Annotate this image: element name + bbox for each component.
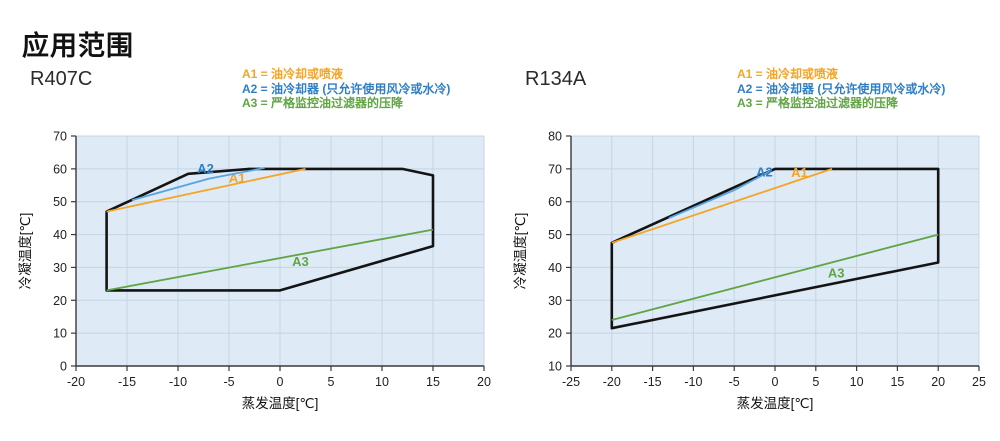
y-tick-label: 0 (60, 360, 67, 374)
panel-header: R134A A1 = 油冷却或喷液 A2 = 油冷却器 (只允许使用风冷或水冷)… (509, 64, 1000, 130)
y-tick-label: 70 (548, 162, 562, 176)
x-tick-label: -25 (562, 375, 580, 389)
chart-panel-r407c: R407C A1 = 油冷却或喷液 A2 = 油冷却器 (只允许使用风冷或水冷)… (14, 64, 509, 420)
y-tick-label: 50 (548, 228, 562, 242)
area-label-a3: A3 (292, 254, 309, 269)
x-tick-label: 5 (328, 375, 335, 389)
x-tick-label: 0 (277, 375, 284, 389)
x-tick-label: -15 (644, 375, 662, 389)
x-tick-label: -20 (67, 375, 85, 389)
legend-item-a2: A2 = 油冷却器 (只允许使用风冷或水冷) (242, 81, 451, 96)
area-label-a1: A1 (791, 165, 808, 180)
area-line-a1 (611, 168, 833, 244)
y-tick-label: 60 (548, 195, 562, 209)
y-tick-label: 80 (548, 130, 562, 144)
operating-envelope (610, 167, 940, 330)
y-tick-label: 30 (548, 294, 562, 308)
x-tick-label: -5 (223, 375, 234, 389)
x-tick-label: -10 (169, 375, 187, 389)
x-tick-label: 15 (426, 375, 440, 389)
x-tick-label: 25 (972, 375, 986, 389)
legend: A1 = 油冷却或喷液 A2 = 油冷却器 (只允许使用风冷或水冷) A3 = … (737, 67, 945, 111)
legend-item-a1: A1 = 油冷却或喷液 (737, 67, 839, 81)
x-tick-label: 10 (850, 375, 864, 389)
y-tick-label: 70 (53, 130, 67, 144)
area-line-a2 (131, 167, 265, 201)
x-tick-label: -15 (118, 375, 136, 389)
chart-panel-r134a: R134A A1 = 油冷却或喷液 A2 = 油冷却器 (只允许使用风冷或水冷)… (509, 64, 1000, 420)
area-label-a2: A2 (197, 161, 214, 176)
x-tick-label: 15 (890, 375, 904, 389)
legend-item-a2: A2 = 油冷却器 (只允许使用风冷或水冷) (737, 81, 946, 96)
chart-title-r407c: R407C (30, 68, 93, 90)
tick-marks (566, 135, 980, 371)
x-tick-label: -5 (729, 375, 740, 389)
x-tick-label: 20 (477, 375, 491, 389)
x-tick-label: 10 (375, 375, 389, 389)
x-axis-title: 蒸发温度[℃] (737, 396, 814, 411)
area-line-a2 (668, 169, 773, 219)
y-tick-label: 40 (53, 228, 67, 242)
y-tick-label: 20 (53, 294, 67, 308)
y-tick-label: 10 (53, 327, 67, 341)
y-tick-label: 10 (548, 360, 562, 374)
area-label-a3: A3 (828, 265, 845, 280)
y-axis-title: 冷凝温度[℃] (513, 213, 528, 290)
legend-item-a1: A1 = 油冷却或喷液 (242, 67, 344, 81)
y-tick-label: 50 (53, 195, 67, 209)
area-line-a3 (611, 233, 939, 321)
legend-item-a3: A3 = 严格监控油过滤器的压降 (737, 96, 899, 110)
area-label-a2: A2 (756, 165, 773, 180)
x-tick-label: -10 (684, 375, 702, 389)
y-axis-title: 冷凝温度[℃] (18, 213, 33, 290)
application-envelope-chart-r134a: A1 A2 A3 -25 -20 -15 -10 -5 0 5 10 15 20 25 10 20 30 40 50… (513, 130, 986, 411)
y-tick-label: 60 (53, 162, 67, 176)
x-tick-label: 20 (931, 375, 945, 389)
legend-item-a3: A3 = 严格监控油过滤器的压降 (242, 96, 404, 110)
x-tick-label: 0 (772, 375, 779, 389)
y-tick-label: 30 (53, 261, 67, 275)
panel-header: R407C A1 = 油冷却或喷液 A2 = 油冷却器 (只允许使用风冷或水冷)… (14, 64, 509, 130)
x-tick-label: 5 (812, 375, 819, 389)
x-tick-label: -20 (603, 375, 621, 389)
y-tick-label: 40 (548, 261, 562, 275)
area-line-a3 (106, 228, 434, 292)
x-axis-title: 蒸发温度[℃] (242, 396, 319, 411)
chart-title-r134a: R134A (525, 68, 587, 90)
area-line-a1 (106, 168, 306, 213)
y-tick-label: 20 (548, 327, 562, 341)
legend: A1 = 油冷却或喷液 A2 = 油冷却器 (只允许使用风冷或水冷) A3 = … (242, 67, 450, 111)
page-title: 应用范围 (22, 31, 134, 62)
tick-marks (71, 135, 485, 371)
